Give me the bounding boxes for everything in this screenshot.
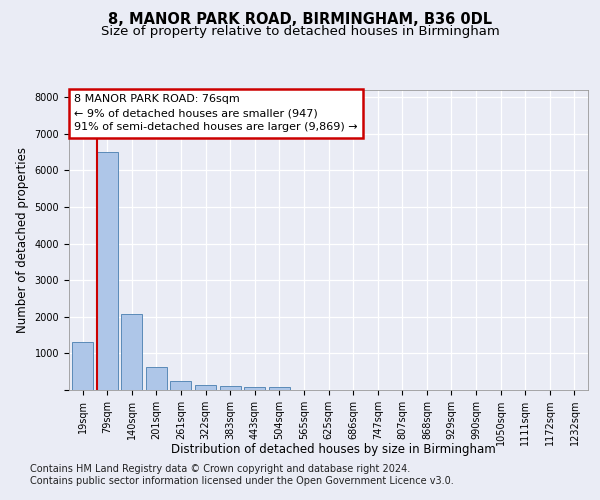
Bar (72, 342, 93, 390)
Bar (244, 388, 265, 390)
Y-axis label: Number of detached properties: Number of detached properties (16, 147, 29, 333)
Bar (195, 385, 216, 390)
Bar (170, 381, 191, 390)
Bar (269, 388, 290, 390)
Text: Contains public sector information licensed under the Open Government Licence v3: Contains public sector information licen… (30, 476, 454, 486)
Text: Distribution of detached houses by size in Birmingham: Distribution of detached houses by size … (170, 442, 496, 456)
Text: Contains HM Land Registry data © Crown copyright and database right 2024.: Contains HM Land Registry data © Crown c… (30, 464, 410, 474)
Text: 8, MANOR PARK ROAD, BIRMINGHAM, B36 0DL: 8, MANOR PARK ROAD, BIRMINGHAM, B36 0DL (108, 12, 492, 28)
Bar (97, 152, 118, 390)
Text: 8 MANOR PARK ROAD: 76sqm
← 9% of detached houses are smaller (947)
91% of semi-d: 8 MANOR PARK ROAD: 76sqm ← 9% of detache… (74, 94, 358, 132)
Text: Size of property relative to detached houses in Birmingham: Size of property relative to detached ho… (101, 25, 499, 38)
Bar (220, 386, 241, 390)
Bar (146, 368, 167, 390)
Bar (121, 314, 142, 390)
